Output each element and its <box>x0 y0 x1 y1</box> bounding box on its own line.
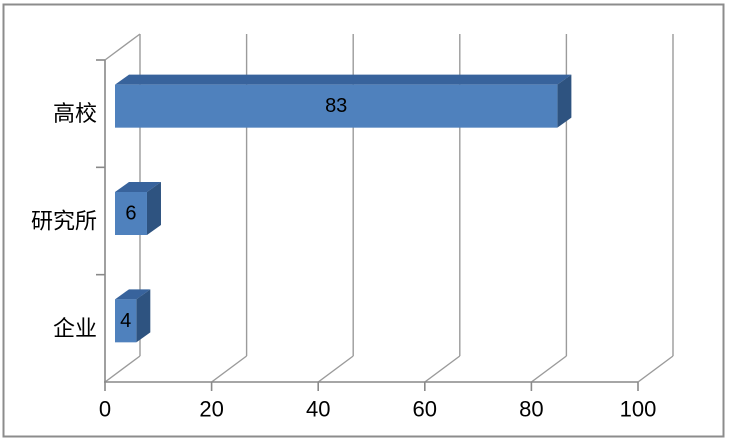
floor-diagonal-100 <box>637 355 674 383</box>
bar-side-face <box>557 74 572 128</box>
floor-diagonal-0 <box>104 355 141 383</box>
value-label: 83 <box>325 95 347 117</box>
chart-border <box>2 3 725 438</box>
floor-diagonal-60 <box>424 355 461 383</box>
x-tick-label: 20 <box>199 397 223 422</box>
bar-side-face <box>136 289 151 343</box>
bar-企业[interactable] <box>115 299 137 343</box>
bar-top-face <box>115 182 161 192</box>
bar-高校[interactable] <box>115 84 558 128</box>
floor-diagonal-80 <box>530 355 567 383</box>
category-label-1: 高校 <box>53 101 97 126</box>
x-tick-label: 40 <box>306 397 330 422</box>
wall-top-edge <box>104 33 141 61</box>
floor-diagonal-20 <box>211 355 248 383</box>
x-tick-label: 60 <box>413 397 437 422</box>
x-tick-label: 100 <box>620 397 657 422</box>
bar-研究所[interactable] <box>115 192 147 235</box>
value-label: 4 <box>120 310 131 332</box>
x-tick-label: 0 <box>99 397 111 422</box>
category-label-2: 研究所 <box>31 209 97 234</box>
category-label-3: 企业 <box>53 316 97 341</box>
bar-top-face <box>115 74 572 85</box>
floor-diagonal-40 <box>317 355 354 383</box>
bar-side-face <box>146 182 161 235</box>
bar-top-face <box>115 289 151 300</box>
x-tick-label: 80 <box>519 397 543 422</box>
value-label: 6 <box>125 203 136 225</box>
